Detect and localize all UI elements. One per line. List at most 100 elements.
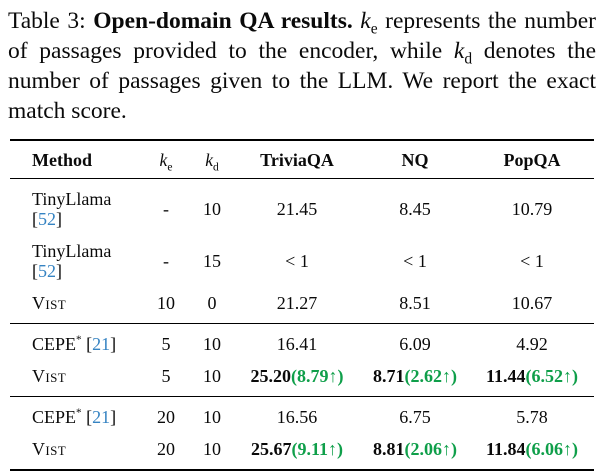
triviaqa-cell: 16.56 xyxy=(234,397,360,434)
score-value: 10.67 xyxy=(511,293,553,313)
citation-link[interactable]: 52 xyxy=(38,261,56,281)
ke-cell: 5 xyxy=(161,366,171,386)
citation-bracket-close: ] xyxy=(110,334,117,354)
score-value: 10.79 xyxy=(511,199,553,219)
score-delta: (9.11↑) xyxy=(291,439,344,459)
ke-cell: 20 xyxy=(157,439,175,459)
table-row: CEPE* [21] 5 10 16.41 6.09 4.92 xyxy=(10,324,594,361)
score-delta: (6.06↑) xyxy=(525,439,579,459)
method-cell: CEPE* [21] xyxy=(10,397,142,434)
header-row: Method ke kd TriviaQA NQ PopQA xyxy=(10,140,594,179)
kd-cell: 10 xyxy=(203,334,221,354)
score-value: < 1 xyxy=(520,251,544,271)
caption-text: denotes the number of passages given to … xyxy=(8,38,596,124)
score-value: 16.56 xyxy=(276,407,318,427)
method-cell: Vist xyxy=(10,360,142,397)
kd-cell: 10 xyxy=(203,439,221,459)
method-cell: TinyLlama [52] xyxy=(10,179,142,236)
triviaqa-cell: 21.27 xyxy=(234,287,360,324)
score-value: 25.20 xyxy=(250,366,292,386)
method-name: Vist xyxy=(32,366,67,386)
col-header-method: Method xyxy=(10,140,142,179)
citation-bracket-close: ] xyxy=(56,261,62,281)
method-cell: Vist xyxy=(10,287,142,324)
ke-cell: - xyxy=(163,251,169,271)
score-value: 21.27 xyxy=(276,293,318,313)
score-value: 4.92 xyxy=(516,334,548,354)
kd-cell: 10 xyxy=(203,407,221,427)
score-value: < 1 xyxy=(285,251,309,271)
kd-cell: 0 xyxy=(207,293,217,313)
score-value: 6.09 xyxy=(399,334,431,354)
score-value: < 1 xyxy=(403,251,427,271)
ke-cell: 10 xyxy=(157,293,175,313)
table-row: Vist 20 10 25.67(9.11↑) 8.81(2.06↑) 11.84(6.0… xyxy=(10,433,594,470)
caption-title: Open-domain QA results. xyxy=(93,8,353,34)
score-delta: (6.52↑) xyxy=(525,366,579,386)
citation-link[interactable]: 21 xyxy=(92,407,111,427)
math-sub-e: e xyxy=(167,161,173,174)
table-group-2: CEPE* [21] 5 10 16.41 6.09 4.92 Vist 5 10 25.20(8… xyxy=(10,323,594,397)
score-delta: (2.62↑) xyxy=(404,366,458,386)
citation-bracket-open: [ xyxy=(32,261,38,281)
col-header-nq: NQ xyxy=(360,140,470,179)
caption-label: Table 3: xyxy=(8,8,94,34)
citation-bracket-open: [ xyxy=(81,334,93,354)
kd-cell: 10 xyxy=(203,199,221,219)
nq-cell: 8.81(2.06↑) xyxy=(360,433,470,470)
table-row: CEPE* [21] 20 10 16.56 6.75 5.78 xyxy=(10,397,594,434)
nq-cell: 8.51 xyxy=(360,287,470,324)
score-delta: (2.06↑) xyxy=(404,439,458,459)
citation-bracket-close: ] xyxy=(110,407,117,427)
method-cell: TinyLlama [52] xyxy=(10,235,142,287)
method-name: TinyLlama xyxy=(32,189,112,209)
math-sub-e: e xyxy=(370,20,378,38)
col-header-popqa: PopQA xyxy=(470,140,594,179)
math-sub-d: d xyxy=(464,50,473,68)
citation-bracket-close: ] xyxy=(56,209,62,229)
table-header: Method ke kd TriviaQA NQ PopQA xyxy=(10,140,594,179)
ke-cell: 5 xyxy=(161,334,171,354)
score-value: 8.81 xyxy=(373,439,405,459)
score-value: 21.45 xyxy=(276,199,318,219)
popqa-cell: 5.78 xyxy=(470,397,594,434)
popqa-cell: 11.84(6.06↑) xyxy=(470,433,594,470)
citation-link[interactable]: 52 xyxy=(38,209,56,229)
score-value: 6.75 xyxy=(399,407,431,427)
table-row: TinyLlama [52] - 10 21.45 8.45 10.79 xyxy=(10,179,594,236)
table-group-3: CEPE* [21] 20 10 16.56 6.75 5.78 Vist 20 10 25.67… xyxy=(10,396,594,471)
table-group-1: TinyLlama [52] - 10 21.45 8.45 10.79 TinyLlama… xyxy=(10,179,594,324)
nq-cell: 6.75 xyxy=(360,397,470,434)
method-name: Vist xyxy=(32,439,67,459)
results-table: Method ke kd TriviaQA NQ PopQA TinyLlama… xyxy=(10,139,594,471)
nq-cell: < 1 xyxy=(360,235,470,287)
popqa-cell: 10.79 xyxy=(470,179,594,236)
method-name: CEPE xyxy=(32,334,77,354)
table-row: Vist 5 10 25.20(8.79↑) 8.71(2.62↑) 11.44(6.52… xyxy=(10,360,594,397)
nq-cell: 8.45 xyxy=(360,179,470,236)
math-k: k xyxy=(159,150,168,170)
col-header-triviaqa: TriviaQA xyxy=(234,140,360,179)
kd-cell: 10 xyxy=(203,366,221,386)
method-cell: CEPE* [21] xyxy=(10,324,142,361)
popqa-cell: 11.44(6.52↑) xyxy=(470,360,594,397)
citation-bracket-open: [ xyxy=(81,407,93,427)
score-value: 8.71 xyxy=(373,366,405,386)
popqa-cell: < 1 xyxy=(470,235,594,287)
popqa-cell: 4.92 xyxy=(470,324,594,361)
triviaqa-cell: 16.41 xyxy=(234,324,360,361)
col-header-ke: ke xyxy=(142,140,190,179)
nq-cell: 6.09 xyxy=(360,324,470,361)
score-value: 11.84 xyxy=(485,439,526,459)
score-value: 25.67 xyxy=(251,439,292,459)
method-name: Vist xyxy=(32,293,67,313)
table-row: TinyLlama [52] - 15 < 1 < 1 < 1 xyxy=(10,235,594,287)
ke-cell: 20 xyxy=(157,407,175,427)
citation-bracket-open: [ xyxy=(32,209,38,229)
score-value: 8.45 xyxy=(399,199,431,219)
triviaqa-cell: 21.45 xyxy=(234,179,360,236)
nq-cell: 8.71(2.62↑) xyxy=(360,360,470,397)
citation-link[interactable]: 21 xyxy=(92,334,111,354)
table-row: Vist 10 0 21.27 8.51 10.67 xyxy=(10,287,594,324)
